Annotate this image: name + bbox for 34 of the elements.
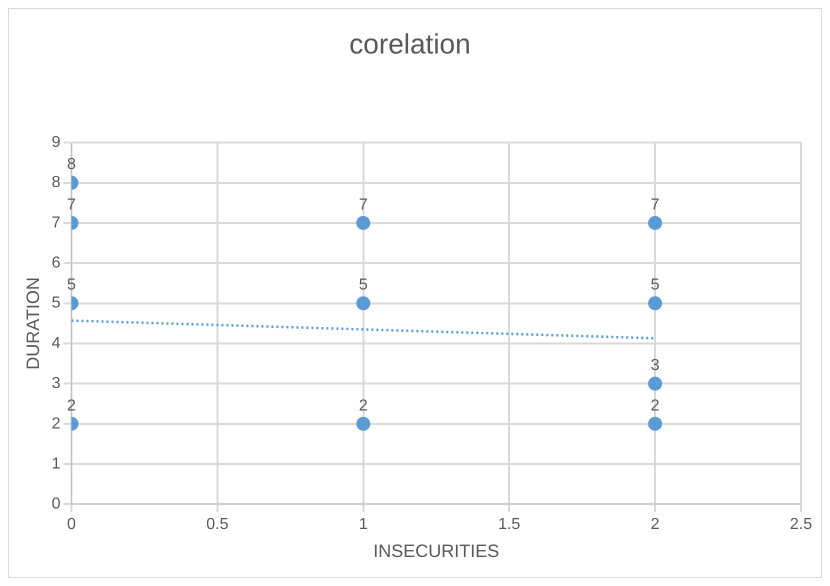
data-label: 2 <box>650 397 660 414</box>
x-tick-label: 0 <box>67 516 76 534</box>
y-axis-title: DURATION <box>22 277 43 370</box>
point <box>648 376 662 391</box>
data-label: 2 <box>358 397 368 414</box>
data-label: 2 <box>67 397 76 414</box>
data-label: 7 <box>358 196 368 214</box>
point <box>648 416 662 431</box>
y-tick-label: 7 <box>52 214 61 232</box>
x-axis-title: INSECURITIES <box>373 541 500 562</box>
data-label: 5 <box>650 276 660 294</box>
x-tick-label: 1.5 <box>498 516 520 534</box>
x-tick-label: 2.5 <box>790 516 812 534</box>
y-tick-label: 8 <box>52 174 61 192</box>
y-tick-label: 3 <box>52 375 61 392</box>
x-tick-label: 1 <box>358 516 368 534</box>
y-tick-label: 6 <box>52 254 61 272</box>
point <box>648 216 662 230</box>
y-tick-label: 9 <box>52 134 61 152</box>
x-tick-label: 2 <box>650 516 660 534</box>
data-label: 5 <box>67 276 76 294</box>
y-tick-label: 0 <box>52 496 61 513</box>
data-label: 7 <box>67 196 76 214</box>
y-tick-label: 2 <box>52 415 61 432</box>
y-tick-label: 4 <box>52 334 61 352</box>
chart-title: corelation <box>349 28 471 60</box>
y-tick-label: 1 <box>52 455 61 472</box>
data-label: 8 <box>67 156 76 174</box>
point <box>648 296 662 310</box>
data-label: 5 <box>358 276 368 294</box>
data-label: 3 <box>650 357 660 374</box>
data-label: 7 <box>650 196 660 214</box>
x-tick-label: 0.5 <box>206 516 229 534</box>
y-tick-label: 5 <box>52 294 61 312</box>
